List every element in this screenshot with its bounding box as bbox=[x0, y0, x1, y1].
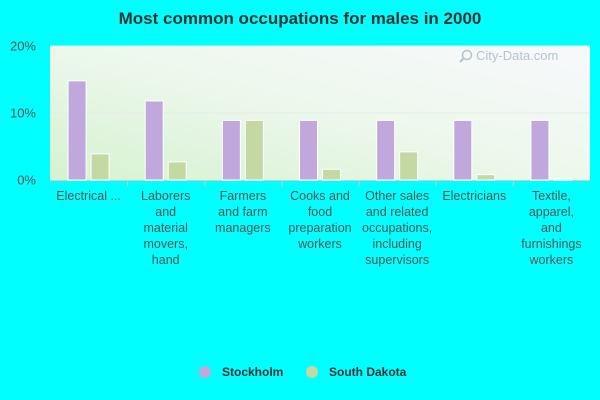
x-category-line: preparation bbox=[288, 221, 351, 235]
x-category-line: furnishings bbox=[521, 237, 581, 251]
x-category-line: Cooks and bbox=[290, 189, 350, 203]
x-category-line: Electricians bbox=[442, 189, 506, 203]
x-category-label-6: Textile, apparel, and furnishings workers bbox=[521, 189, 581, 267]
bar-stockholm-2 bbox=[221, 119, 241, 181]
x-category-line: apparel, bbox=[529, 205, 574, 219]
chart-title: Most common occupations for males in 200… bbox=[119, 9, 482, 28]
x-category-label-0: Electrical ... bbox=[56, 189, 121, 203]
x-category-line: movers, bbox=[143, 237, 187, 251]
watermark-text: City-Data.com bbox=[476, 48, 558, 63]
y-tick-label-0: 0% bbox=[17, 173, 36, 188]
x-category-line: and farm bbox=[218, 205, 267, 219]
x-category-line: Textile, bbox=[532, 189, 571, 203]
x-category-label-3: Cooks and food preparation workers bbox=[288, 189, 351, 251]
bar-south-dakota-5 bbox=[476, 174, 496, 181]
bar-stockholm-1 bbox=[144, 100, 164, 181]
legend: Stockholm South Dakota bbox=[199, 365, 407, 379]
bar-south-dakota-3 bbox=[322, 168, 341, 181]
x-category-line: food bbox=[308, 205, 332, 219]
x-category-line: and bbox=[541, 221, 562, 235]
x-category-line: Other sales bbox=[365, 189, 429, 203]
x-category-line: hand bbox=[152, 253, 180, 267]
watermark: City-Data.com bbox=[459, 48, 558, 63]
bar-south-dakota-6 bbox=[553, 178, 573, 181]
bar-south-dakota-4 bbox=[399, 151, 419, 181]
gridlines bbox=[50, 45, 590, 186]
bar-stockholm-3 bbox=[299, 119, 318, 181]
bar-south-dakota-1 bbox=[167, 161, 187, 181]
x-category-line: workers bbox=[297, 237, 342, 251]
x-category-label-1: Laborers and material movers, hand bbox=[141, 189, 190, 267]
bar-south-dakota-2 bbox=[244, 119, 264, 181]
magnifier-icon bbox=[459, 49, 473, 63]
x-category-line: supervisors bbox=[365, 253, 429, 267]
y-tick-label-2: 20% bbox=[10, 39, 36, 54]
bar-south-dakota-0 bbox=[90, 153, 110, 181]
x-category-line: and bbox=[155, 205, 176, 219]
x-category-line: and related bbox=[366, 205, 429, 219]
x-axis-categories: Electrical ... Laborers and material movers,… bbox=[56, 189, 581, 267]
x-category-line: Electrical ... bbox=[56, 189, 121, 203]
x-category-line: workers bbox=[529, 253, 574, 267]
bars bbox=[67, 80, 573, 181]
x-category-label-4: Other sales and related occupations, includ… bbox=[362, 189, 432, 267]
legend-label-0: Stockholm bbox=[222, 365, 283, 379]
x-category-line: Laborers bbox=[141, 189, 190, 203]
legend-swatch-1 bbox=[306, 366, 318, 378]
legend-swatch-0 bbox=[199, 366, 211, 378]
x-category-line: including bbox=[372, 237, 421, 251]
x-category-line: Farmers bbox=[220, 189, 267, 203]
x-category-line: material bbox=[143, 221, 187, 235]
legend-label-1: South Dakota bbox=[329, 365, 407, 379]
bar-stockholm-0 bbox=[67, 80, 87, 181]
y-axis-ticks: 0% 10% 20% bbox=[10, 39, 36, 188]
x-category-label-2: Farmers and farm managers bbox=[215, 189, 271, 235]
bar-stockholm-6 bbox=[530, 119, 550, 181]
bar-stockholm-5 bbox=[453, 119, 473, 181]
x-category-line: managers bbox=[215, 221, 271, 235]
x-category-label-5: Electricians bbox=[442, 189, 506, 203]
bar-stockholm-4 bbox=[376, 119, 396, 181]
x-category-line: occupations, bbox=[362, 221, 432, 235]
y-tick-label-1: 10% bbox=[10, 106, 36, 121]
